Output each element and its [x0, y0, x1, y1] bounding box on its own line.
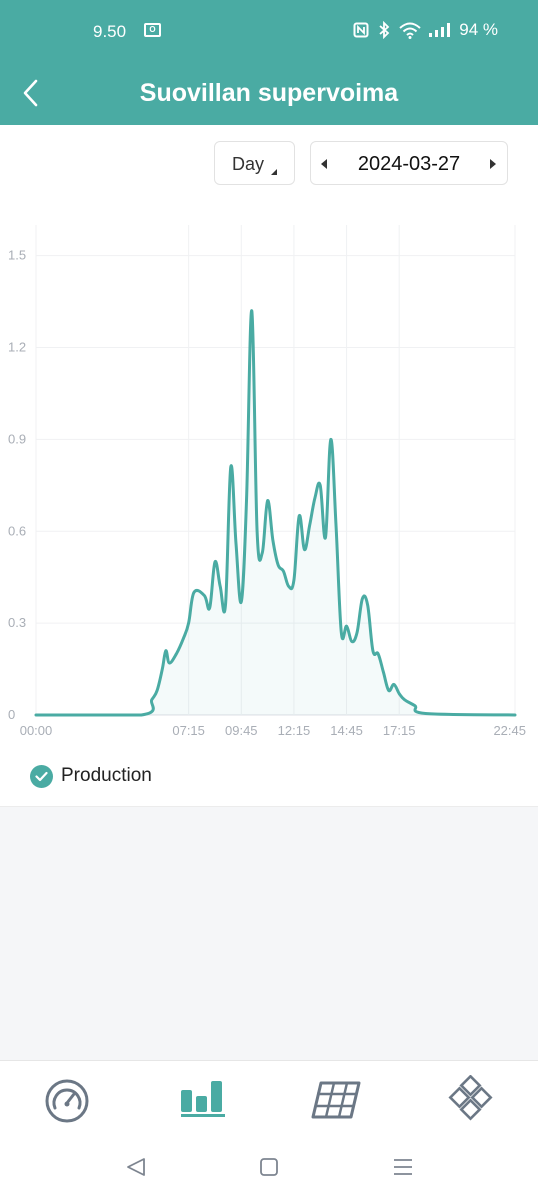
- x-tick-label: 09:45: [225, 723, 258, 738]
- bluetooth-icon: [379, 21, 390, 39]
- back-button[interactable]: [16, 76, 48, 110]
- x-tick-label: 07:15: [172, 723, 205, 738]
- signal-icon: [429, 23, 451, 37]
- square-home-icon: [260, 1158, 278, 1176]
- date-navigator: 2024-03-27: [310, 141, 508, 185]
- tab-statistics[interactable]: [175, 1075, 231, 1127]
- bar-chart-icon: [181, 1081, 222, 1112]
- x-axis-ticks: 00:00 07:15 09:45 12:15 14:45 17:15 22:45: [20, 723, 526, 738]
- x-tick-label: 14:45: [330, 723, 363, 738]
- production-line: [34, 309, 517, 717]
- date-label: 2024-03-27: [357, 153, 461, 175]
- status-bar: 9.50 O 94 %: [0, 0, 538, 62]
- previous-date-button[interactable]: [319, 156, 331, 172]
- tab-dashboard[interactable]: [39, 1075, 95, 1127]
- period-label: Day: [232, 154, 265, 174]
- system-recents-button[interactable]: [389, 1153, 417, 1181]
- system-back-button[interactable]: [122, 1153, 150, 1181]
- system-home-button[interactable]: [255, 1153, 283, 1181]
- period-select[interactable]: Day: [214, 141, 295, 185]
- chart-grid: [35, 225, 516, 716]
- menu-lines-icon: [394, 1159, 412, 1175]
- chart-card: Day 2024-03-27 0 0.3 0.6 0.9 1.2 1.5 00:00 07:…: [0, 125, 538, 807]
- x-tick-label: 00:00: [20, 723, 53, 738]
- chevron-left-icon: [23, 79, 38, 107]
- next-date-button[interactable]: [487, 156, 499, 172]
- bottom-tab-bar: [0, 1060, 538, 1200]
- legend-label: Production: [61, 765, 152, 786]
- page-title: Suovillan supervoima: [139, 79, 399, 107]
- status-icons: 94 %: [353, 20, 498, 40]
- x-tick-label: 17:15: [383, 723, 416, 738]
- battery-level: 94 %: [459, 20, 498, 39]
- x-tick-label: 12:15: [278, 723, 311, 738]
- y-axis-ticks: 0 0.3 0.6 0.9 1.2 1.5: [8, 248, 26, 722]
- status-time: 9.50: [93, 22, 127, 41]
- y-tick-label: 0.3: [8, 615, 26, 630]
- tab-devices[interactable]: [444, 1074, 500, 1127]
- y-tick-label: 0.6: [8, 523, 26, 538]
- y-tick-label: 0.9: [8, 431, 26, 446]
- y-tick-label: 0: [8, 707, 15, 722]
- production-area: [36, 310, 515, 715]
- x-tick-label: 22:45: [493, 723, 526, 738]
- caret-icon: [271, 169, 277, 175]
- app-header: 9.50 O 94 %: [0, 0, 538, 125]
- outlook-icon: O: [144, 23, 161, 37]
- y-tick-label: 1.5: [8, 248, 26, 263]
- gauge-icon: [45, 1079, 89, 1123]
- active-tab-indicator: [181, 1114, 225, 1117]
- production-chart[interactable]: 0 0.3 0.6 0.9 1.2 1.5 00:00 07:15 09:45 12:15 14:…: [0, 215, 538, 755]
- solar-panel-icon: [311, 1081, 361, 1119]
- tab-panels[interactable]: [308, 1075, 364, 1127]
- legend-production[interactable]: Production: [30, 763, 152, 789]
- check-icon: [30, 764, 53, 788]
- devices-grid-icon: [448, 1074, 493, 1121]
- y-tick-label: 1.2: [8, 340, 26, 355]
- wifi-icon: [399, 22, 421, 39]
- triangle-back-icon: [127, 1158, 145, 1176]
- nfc-icon: [353, 22, 369, 38]
